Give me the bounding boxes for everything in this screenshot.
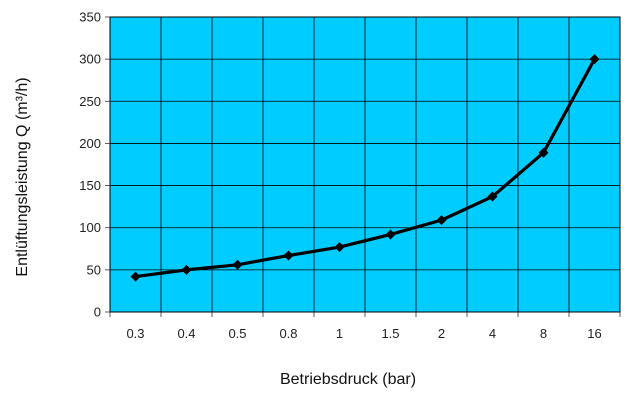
data-point [538,147,549,158]
data-point [283,250,294,261]
x-tick-label: 2 [438,326,445,341]
x-tick-label: 16 [587,326,601,341]
x-axis-label: Betriebsdruck (bar) [280,371,416,388]
data-point [130,271,141,282]
x-tick-label: 0.5 [228,326,246,341]
x-tick-labels: 0.3 0.4 0.5 0.8 1 1.5 2 4 8 16 [126,326,601,341]
data-point [334,242,345,253]
data-point [181,264,192,275]
series-line [133,57,597,279]
y-tick-label: 50 [87,262,101,277]
x-tick-label: 1 [336,326,343,341]
data-point [487,191,498,202]
y-tick-label: 150 [79,178,101,193]
y-tick-labels: 0 50 100 150 200 250 300 350 [79,10,101,320]
x-tick-label: 8 [540,326,547,341]
x-tick-label: 4 [489,326,496,341]
y-tick-label: 300 [79,52,101,67]
y-tick-label: 350 [79,10,101,25]
x-tick-label: 0.8 [279,326,297,341]
y-tick-label: 100 [79,220,101,235]
vertical-gridlines [109,17,621,317]
series-group [130,54,600,282]
y-axis-label: Entlüftungsleistung Q (m³/h) [14,77,31,276]
data-point [232,259,243,270]
x-tick-label: 0.3 [126,326,144,341]
x-tick-label: 1.5 [381,326,399,341]
y-tick-label: 250 [79,94,101,109]
x-tick-label: 0.4 [177,326,195,341]
y-tick-label: 0 [94,305,101,320]
data-point [436,215,447,226]
data-point [589,54,600,65]
data-point [385,229,396,240]
y-tick-label: 200 [79,136,101,151]
